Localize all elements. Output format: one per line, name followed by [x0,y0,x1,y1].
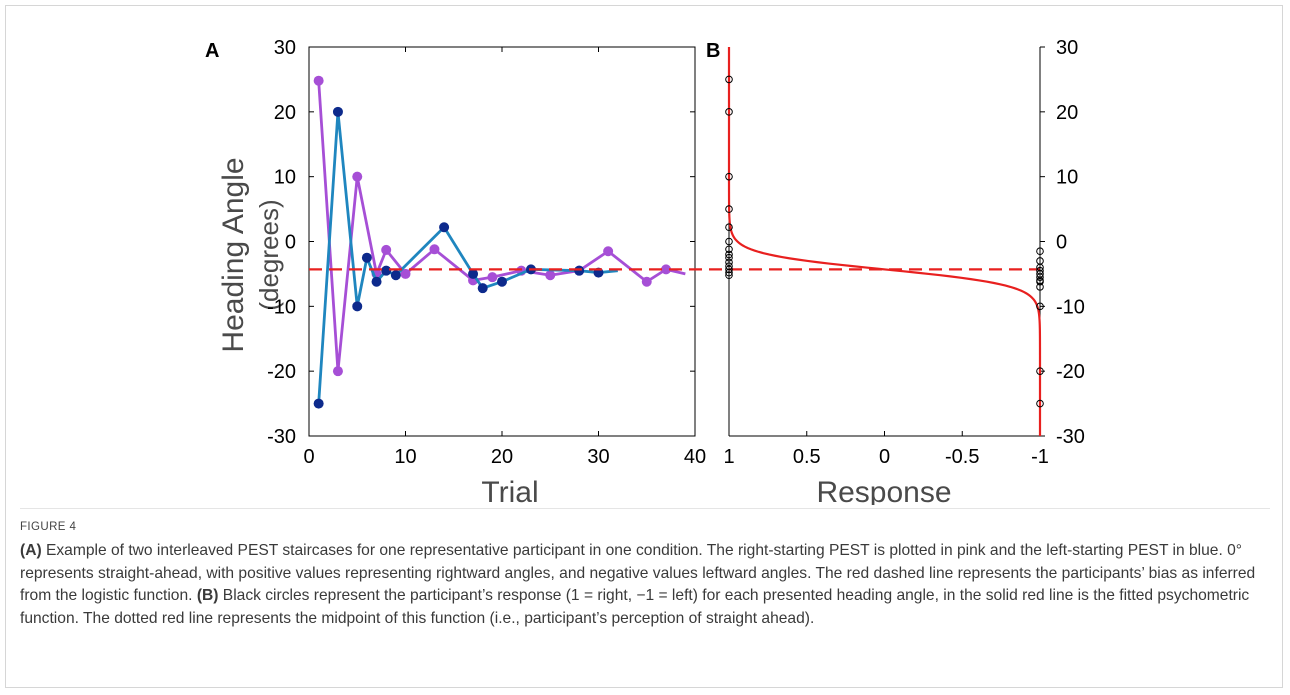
panel-b-y-tick-label: 0 [1056,232,1067,254]
panel-b-y-tick-label: 10 [1056,167,1078,189]
panel-a-x-tick-label: 30 [587,446,609,468]
panel-a-series-2-point [477,283,488,294]
panel-a-series-2-point [574,265,585,276]
panel-a-series-2-point [332,106,343,117]
caption-a-text: Example of two interleaved PEST staircas… [20,542,1256,604]
panel-b-x-tick-label: 0 [879,446,890,468]
panel-b-label: B [706,40,720,62]
panel-b-response-left-point [1036,283,1044,291]
panel-a-series-2-point [352,301,363,312]
caption-divider [20,508,1270,509]
panel-b-y-tick-label: -30 [1056,426,1085,448]
panel-a-series-1-point [545,270,556,281]
panel-b-y-tick-label: 30 [1056,37,1078,59]
caption-b-tag: (B) [196,587,219,604]
panel-a-series-1-point [661,264,672,275]
panel-a-series-1-line [317,80,686,373]
panel-a-y-axis-label: Heading Angle [217,157,250,352]
panel-b-response-left-point [1036,399,1044,408]
panel-b-response-right-point [725,172,733,181]
panel-b-response-left-point [1036,367,1044,375]
caption-a-tag: (A) [20,542,42,559]
panel-a-x-tick-label: 0 [303,446,314,468]
panel-a-axes-box [308,46,696,437]
panel-b-y-tick-label: 20 [1056,102,1078,124]
panel-a-x-tick-label: 10 [394,446,416,468]
panel-b-response-right-point [725,223,733,232]
panel-b-x-tick-label: 1 [723,446,734,468]
panel-a-series-2-point [497,276,507,287]
panel-a-series-2-point [361,252,372,263]
panel-a-y-axis-label-unit: (degrees) [254,199,284,310]
panel-a-series-2-point [313,398,324,409]
panel-b-response-left-point [1036,277,1044,286]
panel-b-response-left-point [1036,302,1044,311]
panel-a-y-tick-label: 0 [285,232,296,254]
panel-a-series-2-point [439,222,450,233]
panel-a-y-tick-label: -30 [267,426,296,448]
panel-a-y-tick-label: 20 [274,102,296,124]
panel-a-y-tick-label: -20 [267,361,296,383]
panel-a-series-2-point [371,276,382,287]
panel-b-response-right-point [725,245,733,254]
panel-b-response-left-point [1036,273,1044,281]
panel-b-plot: 1 0.5 0 -0.5 -1 -30 -20 -10 0 10 20 30 [723,37,1084,468]
panel-a-series-2-point [390,270,401,281]
panel-b-response-left-point [1036,247,1044,256]
panel-b-x-axis-label: Response [816,476,951,505]
panel-a-y-tick-label: 30 [274,37,296,59]
panel-a-series-1-point [487,272,498,283]
panel-a-series-1-point [429,244,440,255]
panel-b-response-right-point [725,237,733,246]
panel-b-y-tick-label: -10 [1056,296,1085,318]
panel-a-series-1-point [641,276,652,287]
panel-a-series-1-point [332,366,343,377]
panel-b-response-right-point [725,265,733,274]
panel-a-series-1-point [381,244,392,255]
panel-b-y-tick-label: -20 [1056,361,1085,383]
panel-a-x-tick-label: 20 [491,446,513,468]
panel-a-x-tick-label: 40 [684,446,706,468]
panel-b-x-tick-label: 0.5 [793,446,821,468]
panel-b-response-right-point [725,108,733,116]
figure-chart-area: A B Trial Heading Angle (degrees) Respon… [205,37,1085,505]
panel-a-y-tick-label: 10 [274,167,296,189]
panel-b-fitted-psychometric-curve [727,47,1042,436]
panel-b-x-tick-label: -0.5 [945,446,979,468]
panel-b-response-right-point [725,268,733,277]
panel-a-series-1-point [603,246,614,257]
figure-frame [5,5,1283,688]
panel-b-response-right-point [725,258,733,267]
panel-a-x-axis-label: Trial [481,476,538,505]
panel-a-series-1-point [352,171,363,182]
panel-b-response-right-point [725,250,733,259]
caption-b-text: Black circles represent the participant’… [20,587,1250,627]
panel-b-response-right-point [725,271,733,280]
panel-a-series-2-point [468,268,479,279]
panel-a-series-1-point [313,75,324,86]
panel-a-label: A [205,40,219,62]
panel-b-x-tick-label: -1 [1031,446,1049,468]
figure-caption: (A) Example of two interleaved PEST stai… [20,540,1265,630]
panel-b-response-right-point [725,205,733,213]
panel-a-series-1-point [400,268,411,279]
panel-b-response-right-point [725,75,733,84]
panel-b-response-right-point [725,253,733,262]
panel-a-series-2-point [381,265,392,276]
figure-number: FIGURE 4 [20,521,77,533]
panel-a-y-tick-label: -10 [267,296,296,318]
